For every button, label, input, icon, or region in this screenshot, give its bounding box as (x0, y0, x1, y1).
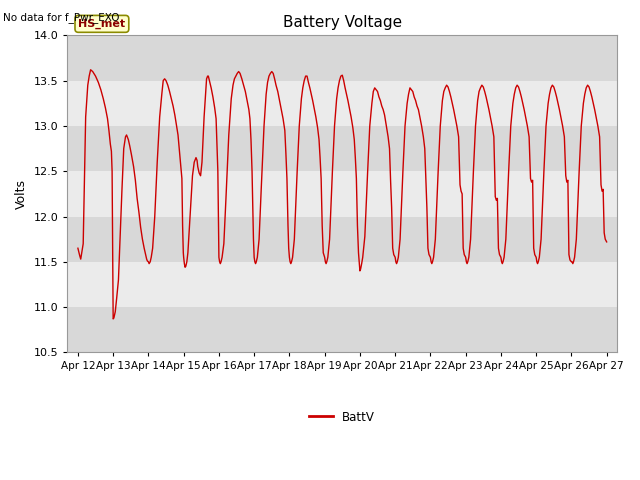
Legend: BattV: BattV (305, 406, 380, 428)
Y-axis label: Volts: Volts (15, 179, 28, 209)
Bar (67, 307, 617, 352)
Bar (67, 36, 617, 81)
Title: Battery Voltage: Battery Voltage (283, 15, 402, 30)
Text: HS_met: HS_met (78, 19, 125, 29)
Bar (67, 126, 617, 171)
Bar (67, 216, 617, 262)
Bar (67, 262, 617, 307)
Bar (67, 81, 617, 126)
Text: No data for f_Pwr_EXO: No data for f_Pwr_EXO (3, 12, 120, 23)
Bar (67, 171, 617, 216)
